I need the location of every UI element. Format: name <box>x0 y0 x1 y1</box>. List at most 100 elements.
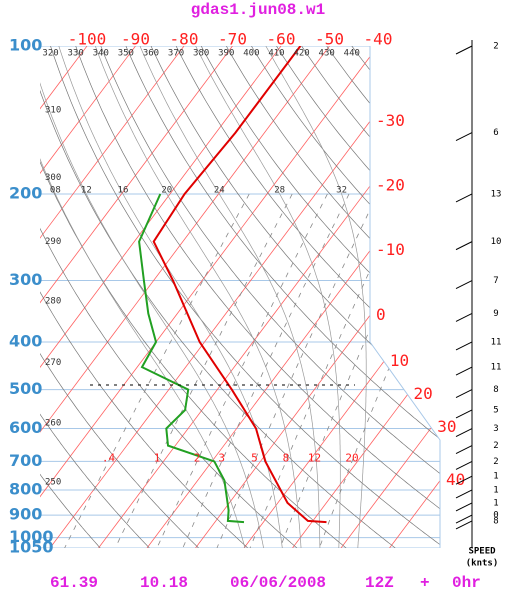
isotherm-label: -10 <box>376 240 405 259</box>
wind-barb <box>455 502 473 512</box>
isotherm <box>340 46 440 548</box>
theta-label: 410 <box>268 49 284 59</box>
footer-date: 06/06/2008 <box>230 574 326 592</box>
plot-boundary <box>369 46 441 548</box>
isotherm-label: 40 <box>446 470 465 489</box>
mixing-ratio-label: 1 <box>154 451 161 464</box>
dry-adiabat <box>40 46 101 548</box>
wind-barb <box>455 409 473 419</box>
moist-adiabat <box>195 46 341 548</box>
wind-barb <box>455 366 473 376</box>
mixing-ratio-label: 20 <box>345 451 358 464</box>
wet-bulb-label: 16 <box>118 186 129 196</box>
theta-label: 250 <box>45 477 61 487</box>
dry-adiabat <box>40 46 150 548</box>
theta-label: 340 <box>93 49 109 59</box>
dry-adiabat <box>40 46 249 548</box>
moist-adiabat <box>40 46 246 548</box>
isotherm-label: -50 <box>315 30 344 49</box>
wind-barb <box>455 520 473 530</box>
wind-barb <box>455 475 473 485</box>
wind-speed: 9 <box>493 309 498 319</box>
wind-speed: 2 <box>493 42 498 52</box>
wind-speed: 3 <box>493 424 498 434</box>
mixing-ratio-label: 5 <box>251 451 258 464</box>
isotherm-label: 10 <box>390 351 409 370</box>
wind-barb <box>455 280 473 289</box>
wind-speed: 1 <box>493 485 498 495</box>
pressure-label: 700 <box>9 451 42 470</box>
wet-bulb-label: 28 <box>274 186 285 196</box>
isotherm <box>40 46 136 548</box>
pressure-label: 400 <box>9 331 42 350</box>
theta-label: 270 <box>45 358 61 368</box>
pressure-label: 200 <box>9 183 42 202</box>
theta-label: 330 <box>68 49 84 59</box>
isotherm-label: -40 <box>364 30 393 49</box>
theta-label: 310 <box>45 106 61 116</box>
wind-barb <box>455 428 473 437</box>
wind-speed: 13 <box>491 189 502 199</box>
wet-bulb-label: 12 <box>81 186 92 196</box>
isotherm <box>292 46 440 548</box>
wet-bulb-label: 24 <box>214 186 225 196</box>
wind-speed: 5 <box>493 405 498 415</box>
isotherm <box>40 46 282 548</box>
theta-label: 390 <box>218 49 234 59</box>
mixing-ratio-line <box>249 193 406 548</box>
theta-label: 320 <box>42 49 58 59</box>
wind-speed: 6 <box>493 128 498 138</box>
profiles <box>138 46 327 524</box>
isotherm-label: -70 <box>218 30 247 49</box>
theta-label: 260 <box>45 419 61 429</box>
isotherm <box>40 46 330 548</box>
isotherm-label: -90 <box>121 30 150 49</box>
mixing-ratio-label: 12 <box>308 451 321 464</box>
pressure-label: 900 <box>9 505 42 524</box>
wind-units: (knts) <box>466 559 499 569</box>
theta-label: 280 <box>45 296 61 306</box>
labels: 10020030040050060070080090010001050-100-… <box>9 30 465 557</box>
wind-speed: 7 <box>493 276 498 286</box>
wind-label: SPEED <box>468 547 496 557</box>
theta-label: 440 <box>344 49 360 59</box>
isotherm <box>146 46 440 548</box>
wind-speed: 2 <box>493 457 498 467</box>
wind-barb <box>455 132 473 142</box>
theta-label: 430 <box>319 49 335 59</box>
wind-speed: 0 <box>493 511 498 521</box>
moist-adiabat <box>139 46 321 548</box>
isotherm-label: -20 <box>376 176 405 195</box>
dry-adiabat <box>40 46 199 548</box>
theta-label: 360 <box>143 49 159 59</box>
isotherm-label: 0 <box>376 305 386 324</box>
isotherm-label: 30 <box>437 417 456 436</box>
pressure-label: 500 <box>9 379 42 398</box>
wind-speed: 2 <box>493 441 498 451</box>
mixing-ratio-line <box>216 193 378 548</box>
wind-barb <box>455 313 473 322</box>
theta-label: 290 <box>45 237 61 247</box>
footer-lon: 10.18 <box>140 574 188 592</box>
wind-speed: 1 <box>493 472 498 482</box>
wind-barb <box>455 241 473 251</box>
pressure-label: 100 <box>9 36 42 55</box>
isotherm <box>40 46 233 548</box>
footer-plus: + <box>420 574 430 592</box>
mixing-ratio-label: 3 <box>218 451 225 464</box>
footer-lat: 61.39 <box>50 574 98 592</box>
theta-label: 420 <box>293 49 309 59</box>
footer-forecast: 0hr <box>452 574 481 592</box>
wind-speed: 11 <box>491 337 502 347</box>
wind-speed: 8 <box>493 516 498 526</box>
chart-title: gdas1.jun08.w1 <box>191 1 325 19</box>
wet-bulb-label: 08 <box>50 186 61 196</box>
wet-bulb-label: 32 <box>336 186 347 196</box>
wind-barb <box>455 460 473 470</box>
isotherm-label: -30 <box>376 111 405 130</box>
theta-label: 350 <box>118 49 134 59</box>
mixing-ratio-line <box>64 193 250 548</box>
isotherm-label: -100 <box>68 30 107 49</box>
dewpoint-line <box>138 193 245 524</box>
